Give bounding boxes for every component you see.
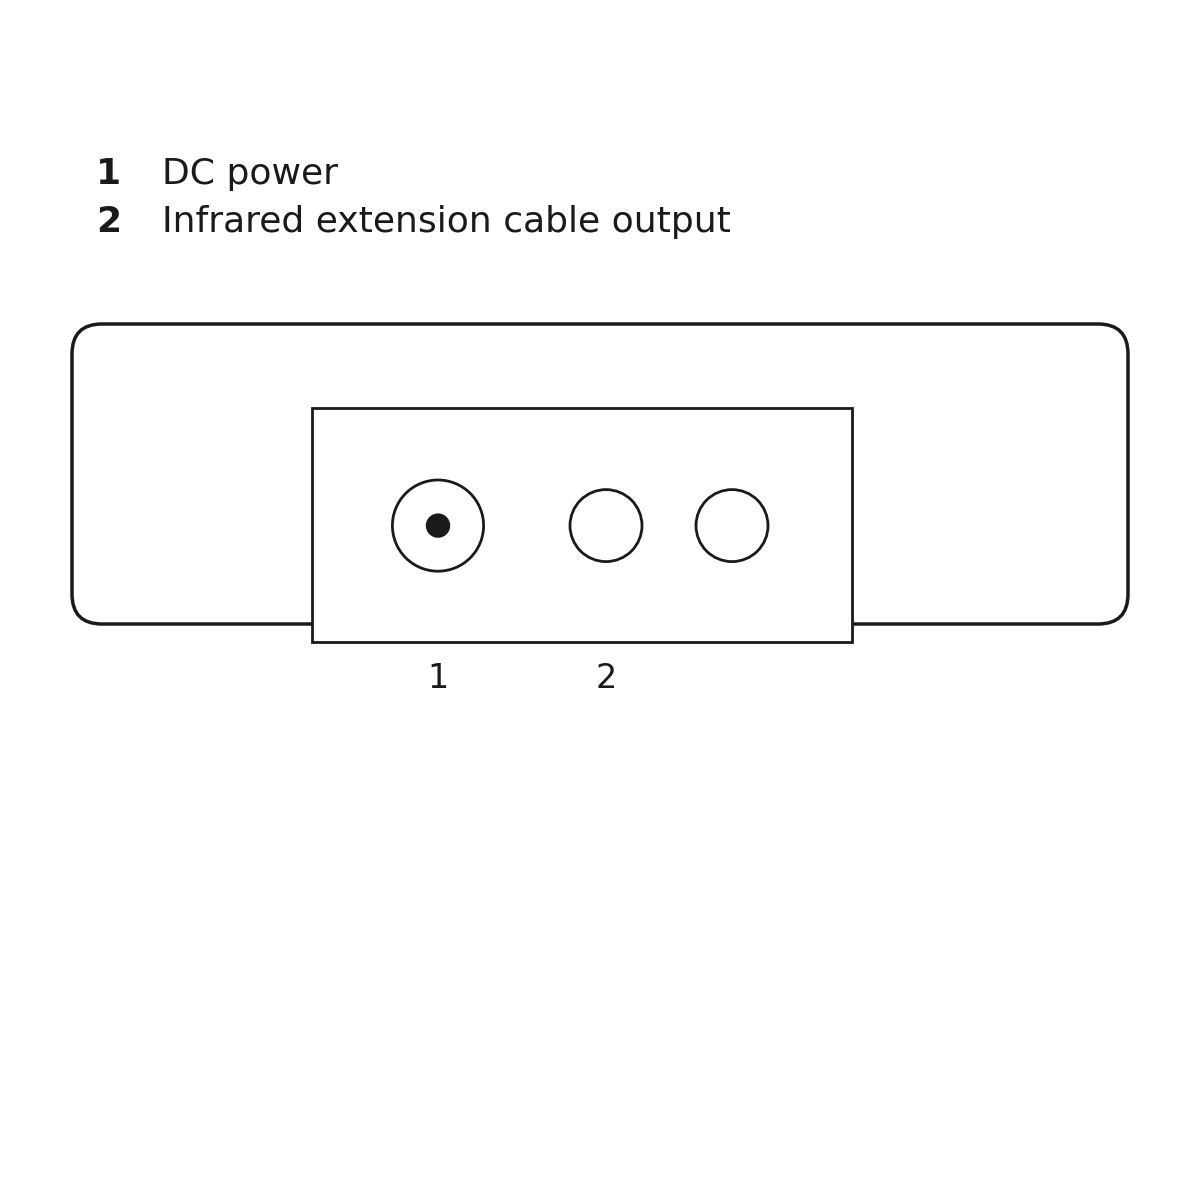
Text: DC power: DC power — [162, 157, 338, 191]
Bar — [312, 408, 852, 642]
FancyBboxPatch shape — [72, 324, 1128, 624]
Circle shape — [392, 480, 484, 571]
Text: 1: 1 — [96, 157, 121, 191]
Circle shape — [427, 515, 449, 536]
Text: 2: 2 — [595, 661, 617, 695]
Circle shape — [570, 490, 642, 562]
Circle shape — [696, 490, 768, 562]
Text: 1: 1 — [427, 661, 449, 695]
Text: 2: 2 — [96, 205, 121, 239]
Text: Infrared extension cable output: Infrared extension cable output — [162, 205, 731, 239]
